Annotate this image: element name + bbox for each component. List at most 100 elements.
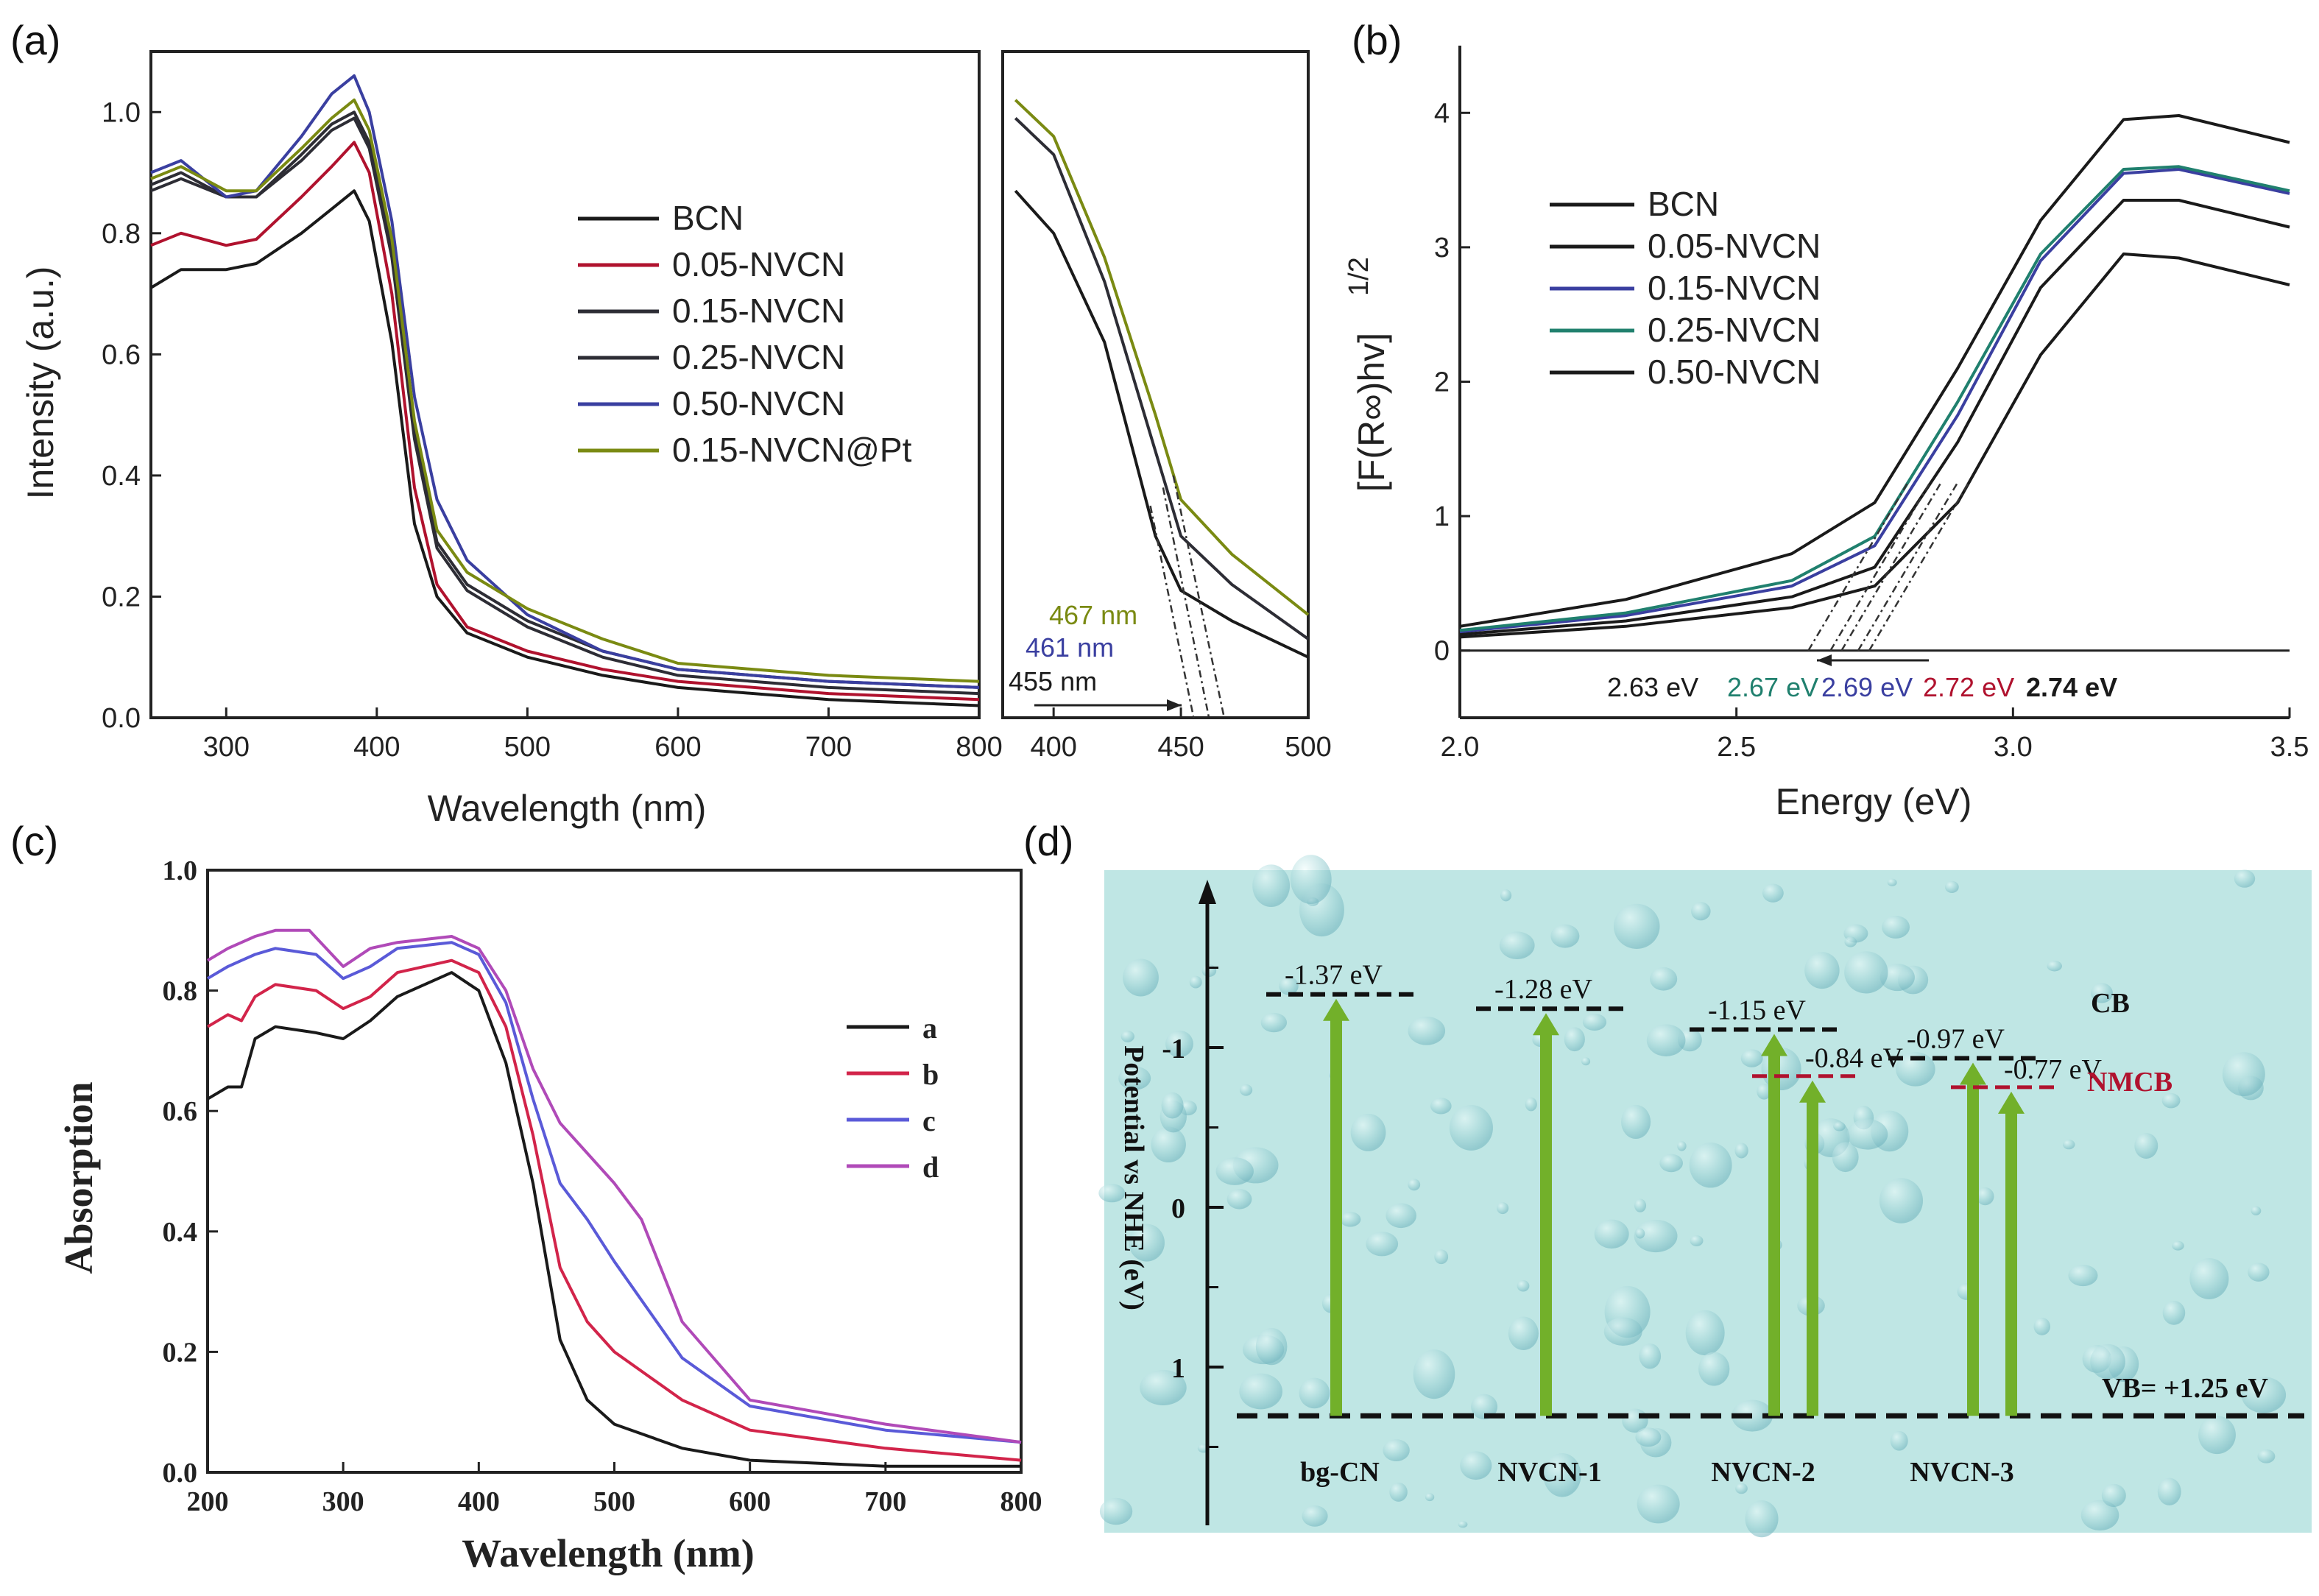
excitation-arrow-shaft	[1967, 1080, 1979, 1416]
tangent-line	[1857, 481, 1959, 652]
panel-label-d: (d)	[1023, 818, 1073, 864]
water-drop	[1449, 1105, 1493, 1151]
water-drop	[1691, 902, 1711, 921]
water-drop	[1621, 1104, 1651, 1140]
nmcb-value-label: -0.77 eV	[2004, 1054, 2103, 1085]
series-line-1	[1459, 114, 2290, 628]
legend-label: b	[922, 1058, 939, 1091]
water-drop	[1226, 1189, 1252, 1210]
xtick-label: 300	[322, 1486, 364, 1517]
panel-a-inset-chart: 400 450 500 467 nm 461 nm 455 nm	[1001, 50, 1332, 763]
water-drop	[1389, 1482, 1408, 1502]
water-drop	[1340, 1212, 1361, 1227]
water-drop	[2101, 1483, 2126, 1508]
series-line-6	[150, 98, 980, 683]
ytick-label: 0.0	[102, 703, 141, 734]
panel-a-frame	[149, 50, 981, 719]
ytick-label: 0.8	[102, 219, 141, 250]
inset-annotation-461: 461 nm	[1026, 632, 1114, 663]
xtick-label: 450	[1157, 732, 1204, 763]
series-line-3	[1459, 168, 2290, 634]
legend-label: 0.50-NVCN	[1648, 353, 1821, 391]
xtick-label: 600	[654, 732, 701, 763]
water-drop	[2068, 1264, 2098, 1287]
xtick-label: 500	[593, 1486, 635, 1517]
intercept-label-4: 2.72 eV	[1923, 672, 2014, 702]
vb-label: VB= +1.25 eV	[2102, 1373, 2268, 1404]
water-drop	[1581, 1057, 1591, 1066]
water-drop	[1255, 1327, 1288, 1366]
sample-label: NVCN-3	[1910, 1457, 2013, 1488]
panel-a-chart: 300 400 500 600 700 800 0.0 0.2 0.4 0.6 0.8 1.0 Wav…	[20, 50, 1003, 829]
water-drop	[1460, 1451, 1492, 1480]
xtick-label: 300	[203, 732, 250, 763]
excitation-arrow-shaft	[1768, 1051, 1780, 1416]
water-drop	[1762, 883, 1784, 903]
water-drop	[1279, 976, 1299, 995]
series-line-1	[149, 189, 980, 707]
water-drop	[1408, 1016, 1446, 1045]
water-drop	[2063, 1140, 2075, 1150]
cb-value-label: -0.97 eV	[1907, 1024, 2005, 1055]
water-drop	[1635, 1427, 1662, 1447]
water-drop	[1239, 1373, 1282, 1410]
panel-b-arrow-head	[1817, 654, 1832, 666]
series-line-4	[1459, 165, 2290, 632]
water-drop	[1458, 1521, 1468, 1528]
water-drop	[1497, 1202, 1509, 1215]
panel-b-chart: 2.0 2.5 3.0 3.5 0 1 2 3 4 Energy (eV) [F(R∞)hv] …	[1344, 46, 2309, 822]
panel-b-legend: BCN 0.05-NVCN 0.15-NVCN 0.25-NVCN 0.50-NVCN	[1550, 185, 1821, 391]
panel-a-ylabel: Intensity (a.u.)	[20, 266, 61, 500]
ytick-label: 0.4	[163, 1217, 198, 1248]
water-drop	[2172, 1240, 2184, 1251]
excitation-arrow-head	[1998, 1091, 2025, 1114]
water-drop	[1099, 1497, 1133, 1525]
ytick-label: 4	[1434, 98, 1450, 129]
water-drop	[1689, 1143, 1732, 1188]
panel-b-xlabel: Energy (eV)	[1776, 781, 1972, 822]
inset-tangent-line	[1149, 505, 1195, 718]
panel-c-xlabel: Wavelength (nm)	[462, 1531, 755, 1575]
water-drop	[2162, 1300, 2186, 1325]
water-drop	[1832, 1142, 1859, 1173]
water-drop	[1944, 880, 1959, 893]
water-drop	[1634, 1198, 1647, 1212]
water-drop	[2047, 961, 2062, 972]
water-drop	[2198, 1416, 2236, 1455]
legend-label: 0.25-NVCN	[672, 338, 845, 376]
excitation-arrow-shaft	[1540, 1031, 1552, 1416]
legend-label: 0.50-NVCN	[672, 384, 845, 423]
series-line-1	[206, 971, 1021, 1468]
water-drop	[1140, 1369, 1187, 1405]
water-drop	[2257, 1449, 2276, 1463]
water-drop	[1976, 1187, 1994, 1206]
xtick-label: 200	[187, 1486, 229, 1517]
series-line-4	[150, 110, 980, 689]
sample-label: NVCN-2	[1711, 1457, 1815, 1488]
water-drop	[1635, 1228, 1645, 1239]
water-drop	[1386, 1203, 1416, 1229]
inset-tangent-line	[1172, 475, 1226, 718]
legend-label: a	[922, 1011, 937, 1045]
xtick-label: 800	[1000, 1486, 1042, 1517]
excitation-arrow-shaft	[2005, 1109, 2017, 1416]
water-drop	[1594, 1219, 1629, 1249]
legend-label: 0.15-NVCN	[1648, 269, 1821, 307]
water-drop	[1120, 1030, 1134, 1042]
water-drop	[1430, 1098, 1452, 1115]
water-drop	[1290, 855, 1332, 904]
water-drop	[1882, 915, 1910, 939]
series-line-2	[150, 141, 980, 702]
water-drop	[1804, 952, 1840, 989]
water-drop	[1299, 1377, 1330, 1409]
water-drop	[1844, 951, 1888, 994]
water-drop	[1634, 1219, 1678, 1253]
water-drop	[1745, 1500, 1779, 1538]
panel-label-a: (a)	[10, 17, 60, 63]
water-drop	[2157, 1477, 2181, 1505]
water-drop	[1896, 1052, 1935, 1087]
panel-b-ylabel: [F(R∞)hv]	[1351, 333, 1392, 492]
water-drop	[1499, 931, 1535, 960]
water-drop	[1833, 1121, 1846, 1131]
